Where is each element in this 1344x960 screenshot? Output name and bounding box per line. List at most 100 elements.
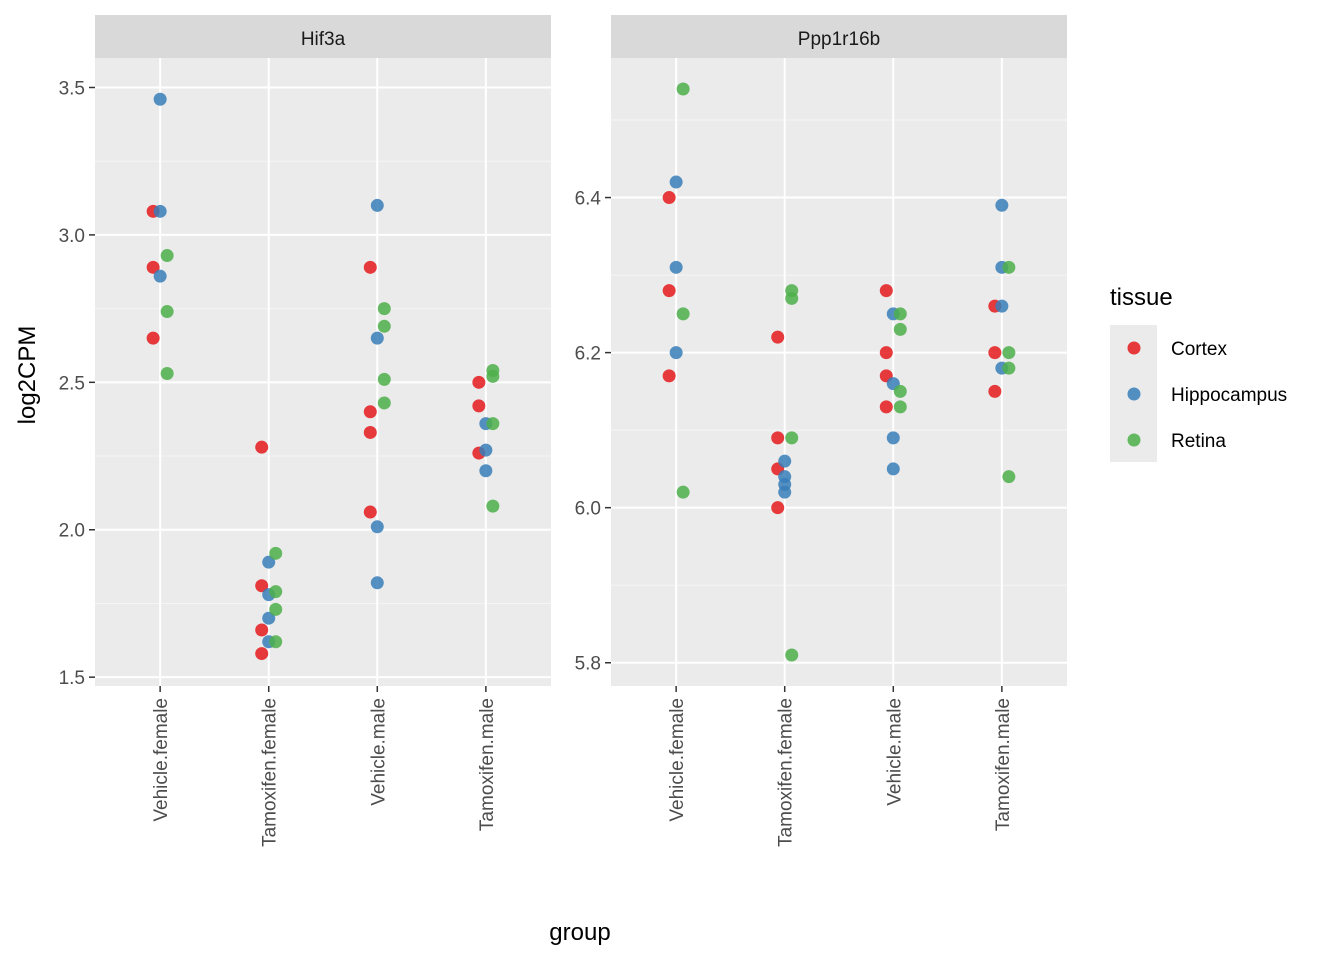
data-point-hippocampus: [669, 175, 683, 189]
data-point-retina: [1002, 470, 1016, 484]
x-tick-label: Vehicle.female: [667, 698, 688, 822]
legend-label-retina: Retina: [1171, 431, 1226, 452]
data-point-retina: [785, 648, 799, 662]
x-tick-label: Tamoxifen.male: [993, 698, 1014, 831]
data-point-cortex: [771, 431, 785, 445]
data-point-retina: [1002, 361, 1016, 375]
data-point-retina: [269, 635, 283, 649]
data-point-hippocampus: [995, 299, 1009, 313]
x-tick-label: Tamoxifen.male: [477, 698, 498, 831]
data-point-retina: [785, 431, 799, 445]
data-point-retina: [377, 302, 391, 316]
data-point-retina: [160, 366, 174, 380]
data-point-hippocampus: [669, 346, 683, 360]
facet-panel-hif3a: Hif3a 1.5 2.0 2.5 3.0 3.5 Vehicle.female Tamoxi…: [59, 15, 551, 847]
data-point-retina: [486, 499, 500, 513]
data-point-cortex: [988, 384, 1002, 398]
panel-background: [611, 58, 1067, 686]
data-point-cortex: [255, 647, 269, 661]
data-point-cortex: [363, 505, 377, 519]
data-point-hippocampus: [886, 462, 900, 476]
data-point-hippocampus: [370, 198, 384, 212]
data-point-cortex: [255, 440, 269, 454]
data-point-hippocampus: [886, 431, 900, 445]
data-point-retina: [160, 305, 174, 319]
data-point-retina: [160, 249, 174, 263]
data-point-hippocampus: [262, 555, 276, 569]
y-tick-label: 2.0: [59, 521, 85, 542]
data-point-retina: [269, 546, 283, 560]
data-point-retina: [269, 602, 283, 616]
data-point-cortex: [472, 399, 486, 413]
data-point-cortex: [255, 579, 269, 593]
data-point-cortex: [146, 260, 160, 274]
data-point-retina: [676, 485, 690, 499]
data-point-retina: [893, 322, 907, 336]
data-point-retina: [785, 291, 799, 305]
data-point-retina: [1002, 346, 1016, 360]
data-point-retina: [377, 372, 391, 386]
x-axis-title: group: [549, 919, 610, 946]
facet-strip-label: Ppp1r16b: [798, 29, 880, 50]
data-point-cortex: [363, 425, 377, 439]
x-tick-label: Vehicle.male: [368, 698, 389, 806]
x-tick-label: Vehicle.male: [884, 698, 905, 806]
facet-strip: [611, 15, 1067, 58]
data-point-hippocampus: [153, 204, 167, 218]
x-tick-label: Vehicle.female: [151, 698, 172, 822]
facet-strip: [95, 15, 551, 58]
data-point-cortex: [771, 330, 785, 344]
data-point-hippocampus: [778, 485, 792, 499]
data-point-hippocampus: [153, 92, 167, 106]
data-point-retina: [377, 396, 391, 410]
y-tick-label: 5.8: [575, 654, 601, 675]
data-point-retina: [486, 417, 500, 431]
data-point-hippocampus: [370, 520, 384, 534]
data-point-hippocampus: [995, 198, 1009, 212]
x-tick-label: Tamoxifen.female: [776, 698, 797, 847]
data-point-cortex: [662, 191, 676, 205]
data-point-retina: [893, 384, 907, 398]
data-point-hippocampus: [370, 331, 384, 345]
data-point-cortex: [255, 623, 269, 637]
facet-panel-ppp1r16b: Ppp1r16b 5.8 6.0 6.2 6.4 Vehicle.female Tamoxi…: [575, 15, 1067, 847]
legend: tissue Cortex Hippocampus Retina: [1110, 284, 1287, 462]
data-point-hippocampus: [370, 576, 384, 590]
data-point-hippocampus: [262, 611, 276, 625]
data-point-retina: [486, 369, 500, 383]
y-tick-label: 3.5: [59, 78, 85, 99]
data-point-retina: [1002, 260, 1016, 274]
data-point-hippocampus: [669, 260, 683, 274]
data-point-hippocampus: [778, 454, 792, 468]
data-point-cortex: [662, 284, 676, 298]
data-point-cortex: [879, 400, 893, 414]
legend-key-cortex: [1127, 341, 1141, 355]
data-point-cortex: [472, 375, 486, 389]
y-tick-label: 3.0: [59, 226, 85, 247]
y-tick-label: 2.5: [59, 373, 85, 394]
legend-key-hippocampus: [1127, 387, 1141, 401]
data-point-cortex: [879, 284, 893, 298]
y-axis-title: log2CPM: [14, 326, 41, 425]
y-tick-label: 6.4: [575, 189, 602, 210]
legend-key-retina: [1127, 433, 1141, 447]
data-point-cortex: [363, 260, 377, 274]
data-point-hippocampus: [153, 269, 167, 283]
data-point-cortex: [988, 346, 1002, 360]
data-point-retina: [676, 82, 690, 96]
data-point-retina: [893, 307, 907, 321]
data-point-cortex: [879, 346, 893, 360]
data-point-retina: [893, 400, 907, 414]
legend-label-cortex: Cortex: [1171, 339, 1227, 360]
data-point-hippocampus: [479, 464, 493, 478]
data-point-retina: [269, 585, 283, 599]
facet-panels: Hif3a 1.5 2.0 2.5 3.0 3.5 Vehicle.female Tamoxi…: [59, 15, 1067, 847]
y-tick-label: 6.2: [575, 344, 601, 365]
legend-label-hippocampus: Hippocampus: [1171, 385, 1287, 406]
x-tick-label: Tamoxifen.female: [260, 698, 281, 847]
data-point-cortex: [363, 405, 377, 419]
legend-title: tissue: [1110, 284, 1173, 311]
data-point-cortex: [771, 501, 785, 515]
data-point-hippocampus: [479, 443, 493, 457]
